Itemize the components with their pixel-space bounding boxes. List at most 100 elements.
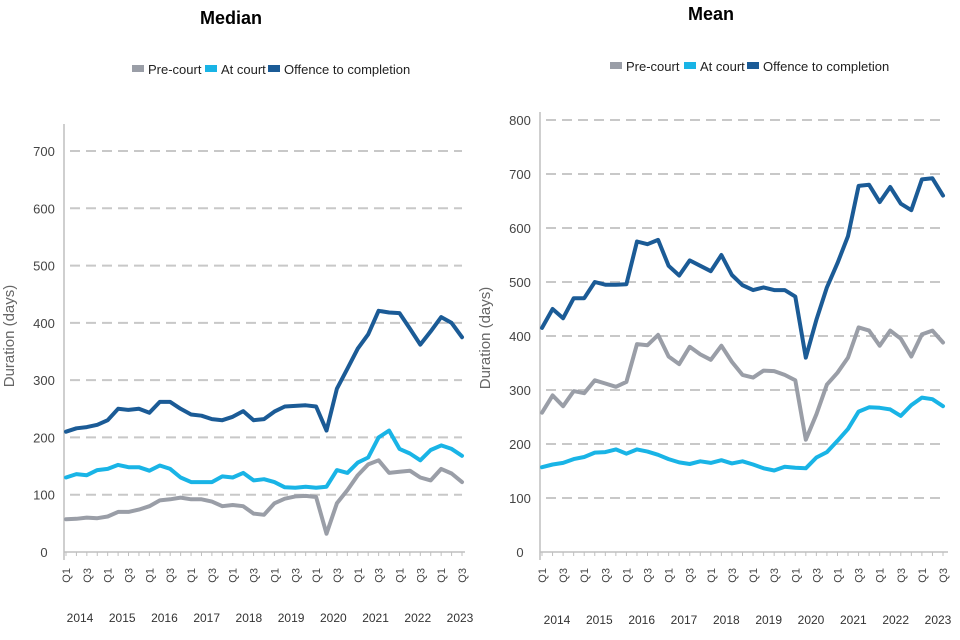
mean-legend-label-at-court: At court <box>700 59 745 74</box>
mean-x-year-label: 2018 <box>713 613 740 627</box>
mean-x-quarter-label: Q1 <box>621 568 633 583</box>
median-y-axis-title: Duration (days) <box>1 285 18 388</box>
mean-x-quarter-label: Q1 <box>832 568 844 583</box>
median-x-year-label: 2018 <box>236 611 263 625</box>
mean-x-quarter-label: Q1 <box>790 568 802 583</box>
median-chart-title: Median <box>200 8 262 28</box>
mean-x-quarter-label: Q3 <box>811 568 823 583</box>
mean-chart-title: Mean <box>688 4 734 24</box>
median-x-quarter-label: Q3 <box>332 568 344 583</box>
mean-x-quarter-label: Q3 <box>896 568 908 583</box>
median-x-quarter-label: Q1 <box>186 568 198 583</box>
mean-x-quarter-label: Q1 <box>537 568 549 583</box>
mean-x-quarter-label: Q3 <box>643 568 655 583</box>
median-y-tick-label: 100 <box>33 488 55 503</box>
mean-series-line-pre-court <box>540 325 945 442</box>
median-legend-swatch-offence-to-completion <box>268 65 280 72</box>
mean-x-quarter-label: Q3 <box>685 568 697 583</box>
mean-x-year-label: 2015 <box>586 613 613 627</box>
mean-x-quarter-label: Q1 <box>706 568 718 583</box>
mean-y-tick-label: 0 <box>516 545 523 560</box>
median-x-year-label: 2014 <box>67 611 94 625</box>
median-y-tick-label: 400 <box>33 316 55 331</box>
mean-chart: Mean Pre-court At court Offence to compl… <box>477 4 952 627</box>
median-y-tick-label: 200 <box>33 430 55 445</box>
median-x-quarter-label: Q1 <box>436 568 448 583</box>
mean-x-year-label: 2023 <box>925 613 952 627</box>
mean-legend-swatch-at-court <box>684 62 696 69</box>
median-x-year-label: 2020 <box>320 611 347 625</box>
median-x-quarter-label: Q3 <box>415 568 427 583</box>
median-y-tick-label: 300 <box>33 373 55 388</box>
median-x-quarter-label: Q1 <box>353 568 365 583</box>
median-legend-label-offence-to-completion: Offence to completion <box>284 62 410 77</box>
mean-y-tick-label: 500 <box>509 275 531 290</box>
median-x-year-label: 2023 <box>447 611 474 625</box>
mean-x-year-label: 2019 <box>755 613 782 627</box>
mean-x-quarter-label: Q1 <box>579 568 591 583</box>
median-legend-label-pre-court: Pre-court <box>148 62 202 77</box>
mean-y-tick-label: 200 <box>509 437 531 452</box>
median-x-quarter-label: Q3 <box>457 568 469 583</box>
median-y-tick-label: 600 <box>33 201 55 216</box>
median-x-quarter-label: Q1 <box>61 568 73 583</box>
median-x-year-label: 2015 <box>109 611 136 625</box>
median-x-year-label: 2017 <box>193 611 220 625</box>
median-series-lines <box>64 308 464 536</box>
median-x-quarter-label: Q1 <box>269 568 281 583</box>
mean-x-quarter-label: Q1 <box>875 568 887 583</box>
median-x-year-label: 2016 <box>151 611 178 625</box>
mean-series-line-at-court <box>540 395 945 473</box>
mean-y-tick-label: 300 <box>509 383 531 398</box>
median-chart: Median Pre-court At court Offence to com… <box>1 8 474 625</box>
median-y-tick-labels: 0 100 200 300 400 500 600 700 <box>33 144 55 560</box>
mean-gridlines <box>546 119 945 499</box>
mean-x-year-label: 2014 <box>544 613 571 627</box>
median-x-quarter-label: Q1 <box>311 568 323 583</box>
mean-y-tick-label: 600 <box>509 221 531 236</box>
mean-y-axis-title: Duration (days) <box>477 287 494 390</box>
median-x-quarter-label: Q1 <box>103 568 115 583</box>
median-x-quarter-label: Q1 <box>228 568 240 583</box>
median-x-quarter-label: Q3 <box>124 568 136 583</box>
mean-y-tick-label: 100 <box>509 491 531 506</box>
median-series-line-pre-court <box>64 458 464 536</box>
median-y-tick-label: 500 <box>33 259 55 274</box>
mean-x-quarter-label: Q3 <box>854 568 866 583</box>
mean-y-tick-label: 700 <box>509 167 531 182</box>
median-legend-swatch-pre-court <box>132 65 144 72</box>
mean-x-year-label: 2021 <box>840 613 867 627</box>
mean-y-tick-label: 400 <box>509 329 531 344</box>
median-x-quarter-label: Q3 <box>82 568 94 583</box>
median-x-quarter-label: Q3 <box>165 568 177 583</box>
mean-x-year-label: 2017 <box>671 613 698 627</box>
median-x-year-label: 2022 <box>404 611 431 625</box>
mean-x-quarter-label: Q3 <box>727 568 739 583</box>
median-gridlines <box>70 150 462 496</box>
median-x-quarter-label: Q3 <box>290 568 302 583</box>
mean-x-year-label: 2022 <box>882 613 909 627</box>
median-y-tick-label: 700 <box>33 144 55 159</box>
mean-series-lines <box>540 176 945 473</box>
mean-x-ticks: Q1 Q3 Q1 Q3 Q1 Q3 Q1 Q3 Q1 Q3 Q1 Q3 Q1 Q3 Q1 Q3 Q1 Q3 Q1 Q3… <box>537 552 952 627</box>
median-x-quarter-label: Q1 <box>394 568 406 583</box>
median-x-year-label: 2019 <box>278 611 305 625</box>
mean-x-quarter-label: Q1 <box>917 568 929 583</box>
median-legend-swatch-at-court <box>205 65 217 72</box>
mean-legend-swatch-offence-to-completion <box>747 62 759 69</box>
mean-x-quarter-label: Q3 <box>938 568 950 583</box>
median-x-quarter-label: Q3 <box>374 568 386 583</box>
median-x-quarter-label: Q3 <box>207 568 219 583</box>
mean-legend-label-pre-court: Pre-court <box>626 59 680 74</box>
mean-x-quarter-label: Q3 <box>558 568 570 583</box>
median-legend: Pre-court At court Offence to completion <box>132 62 410 77</box>
mean-x-year-label: 2020 <box>798 613 825 627</box>
mean-x-year-label: 2016 <box>628 613 655 627</box>
median-series-line-at-court <box>64 428 464 490</box>
median-x-ticks: Q1 Q3 Q1 Q3 Q1 Q3 Q1 Q3 Q1 Q3 Q1 Q3 Q1 Q3 Q1 Q3 Q1 Q3 Q1 Q3… <box>61 552 474 625</box>
mean-y-tick-label: 800 <box>509 113 531 128</box>
median-legend-label-at-court: At court <box>221 62 266 77</box>
median-x-quarter-label: Q3 <box>249 568 261 583</box>
mean-legend-label-offence-to-completion: Offence to completion <box>763 59 889 74</box>
